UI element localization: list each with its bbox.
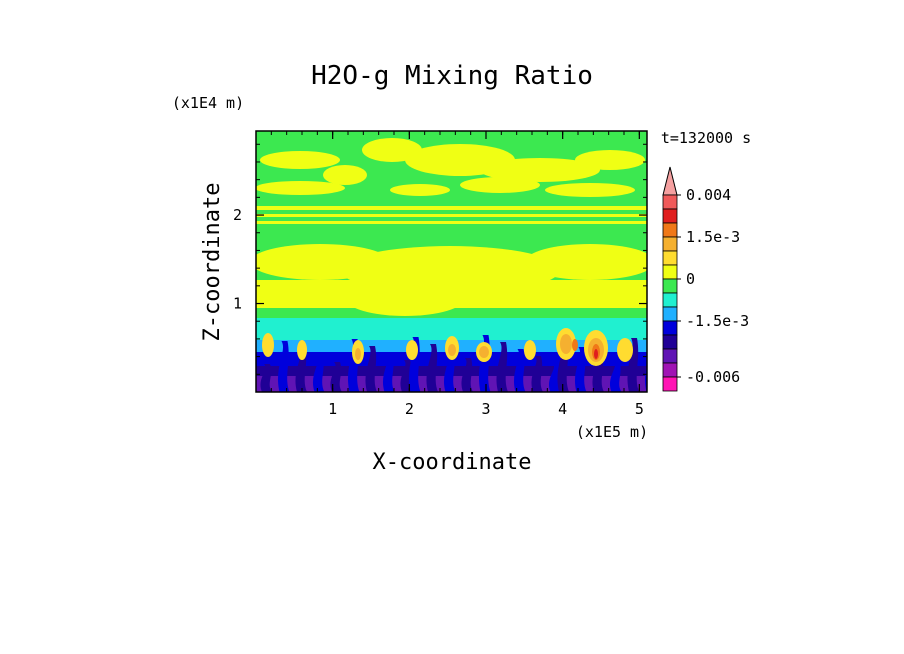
y-axis-label: Z-coordinate <box>200 183 225 342</box>
x-tick-label: 1 <box>328 400 337 418</box>
field-patch-upper <box>460 177 540 193</box>
field-moist-core <box>448 344 456 356</box>
field-moist-cell <box>524 340 536 360</box>
colorbar-cell <box>662 376 678 392</box>
x-tick-label: 4 <box>558 400 567 418</box>
colorbar-labels: 0.004 1.5e-3 0 -1.5e-3 -0.006 <box>677 186 749 386</box>
field-plume <box>382 353 395 392</box>
colorbar-cell <box>662 208 678 224</box>
colorbar-label: -1.5e-3 <box>686 312 749 330</box>
colorbar: 0.004 1.5e-3 0 -1.5e-3 -0.006 <box>662 166 749 392</box>
field-moist-cell <box>262 333 274 357</box>
field-patch-upper <box>390 184 450 196</box>
colorbar-cell <box>662 278 678 294</box>
colorbar-cells <box>662 166 678 392</box>
colorbar-cell <box>662 334 678 350</box>
colorbar-label: 1.5e-3 <box>686 228 740 246</box>
field-band <box>256 206 647 210</box>
x-unit-label: (x1E5 m) <box>576 423 648 441</box>
field-plume <box>513 349 526 392</box>
field-moist-cell <box>297 340 307 360</box>
colorbar-cell <box>662 250 678 266</box>
x-axis-ticks: 1 2 3 4 5 <box>328 131 644 418</box>
colorbar-tip <box>662 166 678 196</box>
field-plume <box>277 341 290 392</box>
x-axis-label: X-coordinate <box>373 450 532 475</box>
field-plume <box>365 346 377 392</box>
colorbar-cell <box>662 320 678 336</box>
field-plume <box>443 351 456 392</box>
x-tick-label: 2 <box>405 400 414 418</box>
x-tick-label: 5 <box>635 400 644 418</box>
field-patch-mid <box>345 280 465 316</box>
field-patch-mid <box>525 244 647 280</box>
colorbar-cell <box>662 194 678 210</box>
chart-title: H2O-g Mixing Ratio <box>311 61 593 91</box>
field-moist-core <box>572 339 578 351</box>
field-patch-upper <box>323 165 367 185</box>
field-band <box>256 221 647 224</box>
colorbar-cell <box>662 362 678 378</box>
field-patch-upper <box>256 181 345 195</box>
colorbar-label: 0.004 <box>686 186 731 204</box>
colorbar-cell <box>662 306 678 322</box>
field-plume <box>548 363 561 392</box>
y-tick-label: 2 <box>233 206 242 224</box>
x-tick-label: 3 <box>481 400 490 418</box>
y-unit-label: (x1E4 m) <box>172 94 244 112</box>
field-plume <box>609 361 622 392</box>
field-plume <box>531 356 543 392</box>
y-tick-label: 1 <box>233 295 242 313</box>
field-moist-core <box>560 334 572 354</box>
field-patch-upper <box>260 151 340 169</box>
field-patch-upper <box>545 183 635 197</box>
field-plume <box>330 362 342 392</box>
colorbar-cell <box>662 292 678 308</box>
time-label: t=132000 s <box>661 129 751 147</box>
colorbar-cell <box>662 236 678 252</box>
field-plume <box>312 355 325 392</box>
field-band <box>256 214 647 217</box>
field-plume <box>426 344 438 392</box>
colorbar-cell <box>662 222 678 238</box>
colorbar-label: -0.006 <box>686 368 740 386</box>
field-moist-core <box>479 346 489 358</box>
field-plume <box>260 364 272 392</box>
field-plume <box>574 347 587 392</box>
field-moist-peak <box>594 349 598 359</box>
colorbar-cell <box>662 264 678 280</box>
field-plume <box>461 358 473 392</box>
field-moist-core <box>355 348 361 360</box>
field-plume <box>496 342 508 392</box>
field-moist-cell <box>617 338 633 362</box>
field-moist-cell <box>406 340 418 360</box>
y-axis-ticks: 12 <box>233 206 647 313</box>
colorbar-label: 0 <box>686 270 695 288</box>
field-plume <box>627 338 639 392</box>
plot-frame <box>255 130 648 393</box>
colorbar-cell <box>662 348 678 364</box>
field-patch-upper <box>480 158 600 182</box>
field-patch-upper <box>575 150 645 170</box>
minor-ticks <box>256 131 647 392</box>
mixing-ratio-field <box>256 131 647 392</box>
